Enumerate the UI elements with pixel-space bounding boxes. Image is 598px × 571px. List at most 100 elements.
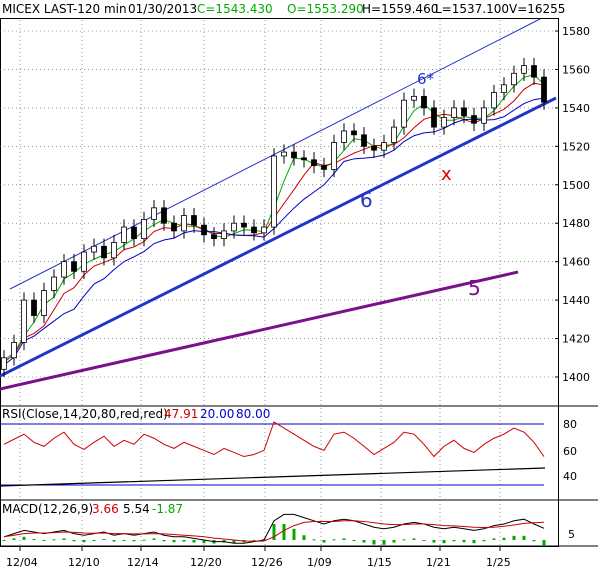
macd-value: 3.66	[92, 502, 119, 516]
candle	[201, 217, 207, 243]
candle	[231, 215, 237, 239]
candle	[301, 150, 307, 168]
candle	[91, 238, 97, 260]
macd-hist-bar	[202, 540, 206, 544]
macd-hist-bar	[252, 540, 256, 541]
price-tick-label: 1420	[562, 333, 590, 346]
macd-hist-bar	[122, 540, 126, 541]
macd-hist-bar	[152, 538, 156, 540]
macd-hist-bar	[302, 535, 306, 540]
date-axis: 12/04 12/10 12/14 12/20 12/26 1/09 1/15 1/21 1/2…	[6, 546, 511, 569]
macd-hist-bar	[432, 540, 436, 543]
macd-hist-bar	[52, 539, 56, 541]
macd-hist-bar	[402, 539, 406, 541]
header-open: O=1553.290	[287, 2, 364, 16]
candle	[451, 100, 457, 126]
macd-hist-bar	[502, 537, 506, 540]
date-tick-label: 12/04	[6, 556, 38, 569]
rsi-series-line	[3, 421, 545, 458]
price-tick-label: 1500	[562, 179, 590, 192]
macd-hist-bar	[532, 540, 536, 542]
macd-hist-bar	[112, 540, 116, 542]
signal-series-line	[3, 520, 545, 542]
macd-label: MACD(12,26,9)	[2, 502, 93, 516]
header-volume: V=16255	[509, 2, 565, 16]
candle	[521, 57, 527, 81]
candle	[241, 215, 247, 235]
macd-hist-bar	[492, 538, 496, 540]
date-tick-label: 1/09	[307, 556, 332, 569]
header-close: C=1543.430	[197, 2, 273, 16]
candle	[261, 219, 267, 241]
rsi-tick-60: 60	[563, 445, 577, 458]
date-tick-label: 12/14	[127, 556, 159, 569]
trendline-5	[0, 270, 519, 391]
candle	[371, 138, 377, 158]
macd-hist-bar	[42, 540, 46, 541]
label-6: 6	[360, 188, 373, 212]
candle	[31, 292, 37, 324]
rsi-trendline	[0, 467, 546, 487]
macd-hist-bar	[192, 540, 196, 543]
macd-hist-bar	[172, 540, 176, 543]
candle	[391, 119, 397, 151]
candle	[191, 207, 197, 233]
macd-hist-bar	[92, 540, 96, 541]
macd-hist-bar	[142, 539, 146, 541]
macd-hist-bar	[182, 540, 186, 542]
candle	[221, 223, 227, 247]
label-6-star: 6*	[417, 70, 435, 88]
candle	[341, 123, 347, 151]
price-tick-label: 1580	[562, 25, 590, 38]
candle	[291, 144, 297, 166]
candle	[401, 92, 407, 135]
header-low: L=1537.100	[435, 2, 509, 16]
candle	[331, 134, 337, 178]
candle	[321, 157, 327, 178]
upper-channel-line	[9, 18, 541, 290]
price-tick-label: 1440	[562, 294, 590, 307]
macd-hist-bar	[372, 540, 376, 545]
macd-hist-bar	[312, 539, 316, 541]
rsi-tick-80: 80	[563, 418, 577, 431]
price-tick-label: 1480	[562, 217, 590, 230]
macd-hist-bar	[62, 538, 66, 540]
macd-hist-bar	[22, 536, 26, 540]
date-tick-label: 1/25	[486, 556, 511, 569]
rsi-label: RSI(Close,14,20,80,red,red)	[2, 407, 168, 421]
label-x: x	[441, 164, 452, 185]
header-date: 01/30/2013	[128, 2, 197, 16]
date-tick-label: 12/20	[190, 556, 222, 569]
price-axis: 1400 1420 1440 1460 1480 1500 1520 1540 1560 1580	[555, 25, 590, 384]
macd-hist-bar	[12, 538, 16, 540]
macd-hist-bar	[342, 538, 346, 540]
macd-hist-bar	[272, 524, 276, 540]
candle	[351, 123, 357, 143]
candle	[311, 152, 317, 174]
candle	[131, 219, 137, 247]
candle	[471, 107, 477, 131]
candle	[1, 350, 7, 377]
candle	[281, 144, 287, 164]
rsi-high: 80.00	[236, 407, 270, 421]
macd-hist-bar	[412, 538, 416, 540]
macd-hist-bar	[472, 540, 476, 544]
macd-hist-bar	[162, 540, 166, 542]
candle	[461, 100, 467, 124]
candle	[361, 127, 367, 155]
candle	[61, 253, 67, 285]
candle	[181, 207, 187, 239]
grid-lines	[0, 20, 555, 546]
date-tick-label: 1/15	[367, 556, 392, 569]
macd-hist-bar	[322, 540, 326, 543]
candle	[411, 88, 417, 108]
candle	[171, 215, 177, 239]
candle	[111, 234, 117, 266]
price-tick-label: 1540	[562, 102, 590, 115]
date-tick-label: 12/26	[251, 556, 283, 569]
macd-hist-bar	[102, 539, 106, 541]
rsi-tick-40: 40	[563, 470, 577, 483]
candle	[501, 77, 507, 101]
candle	[101, 238, 107, 266]
macd-hist-bar	[392, 540, 396, 543]
